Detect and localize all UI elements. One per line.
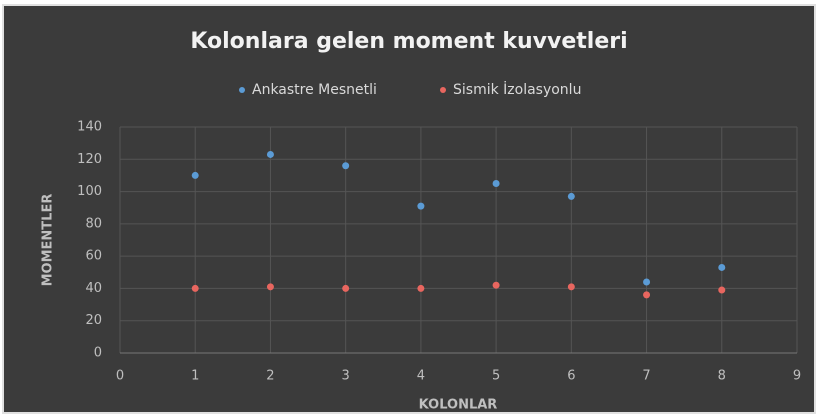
x-tick-label: 3: [342, 369, 350, 384]
x-tick-label: 0: [116, 369, 124, 384]
point: [417, 284, 425, 292]
y-tick-label: 40: [85, 281, 102, 296]
legend: Ankastre Mesnetli Sismik İzolasyonlu: [239, 80, 581, 98]
y-tick-label: 0: [94, 346, 102, 361]
y-tick-label: 20: [85, 313, 102, 328]
legend-label: Ankastre Mesnetli: [252, 82, 377, 98]
point: [266, 283, 274, 291]
y-tick-label: 140: [77, 120, 102, 135]
point: [643, 278, 651, 286]
y-tick-label: 100: [77, 184, 102, 199]
legend-marker: [239, 87, 245, 93]
x-axis-label: KOLONLAR: [419, 398, 498, 413]
y-tick-label: 120: [77, 152, 102, 167]
point: [417, 202, 425, 210]
point: [718, 263, 726, 271]
point: [342, 162, 350, 170]
point: [191, 284, 199, 292]
point: [643, 291, 651, 299]
x-tick-label: 5: [492, 369, 500, 384]
y-axis-label: MOMENTLER: [41, 194, 56, 287]
point: [191, 171, 199, 179]
legend-label: Sismik İzolasyonlu: [453, 80, 581, 98]
y-tick-label: 80: [85, 216, 102, 231]
chart-background: [2, 4, 816, 414]
x-tick-label: 2: [266, 369, 274, 384]
point: [492, 281, 500, 289]
x-tick-label: 1: [191, 369, 199, 384]
point: [567, 192, 575, 200]
x-tick-label: 6: [567, 369, 575, 384]
chart-title: Kolonlara gelen moment kuvvetleri: [190, 29, 627, 54]
x-tick-label: 9: [793, 369, 801, 384]
point: [567, 283, 575, 291]
point: [342, 284, 350, 292]
point: [718, 286, 726, 294]
x-tick-label: 4: [417, 369, 425, 384]
point: [492, 180, 500, 187]
y-tick-label: 60: [85, 249, 102, 264]
x-tick-label: 7: [642, 369, 650, 384]
point: [266, 150, 274, 158]
legend-marker: [440, 87, 446, 93]
x-tick-label: 8: [718, 369, 726, 384]
